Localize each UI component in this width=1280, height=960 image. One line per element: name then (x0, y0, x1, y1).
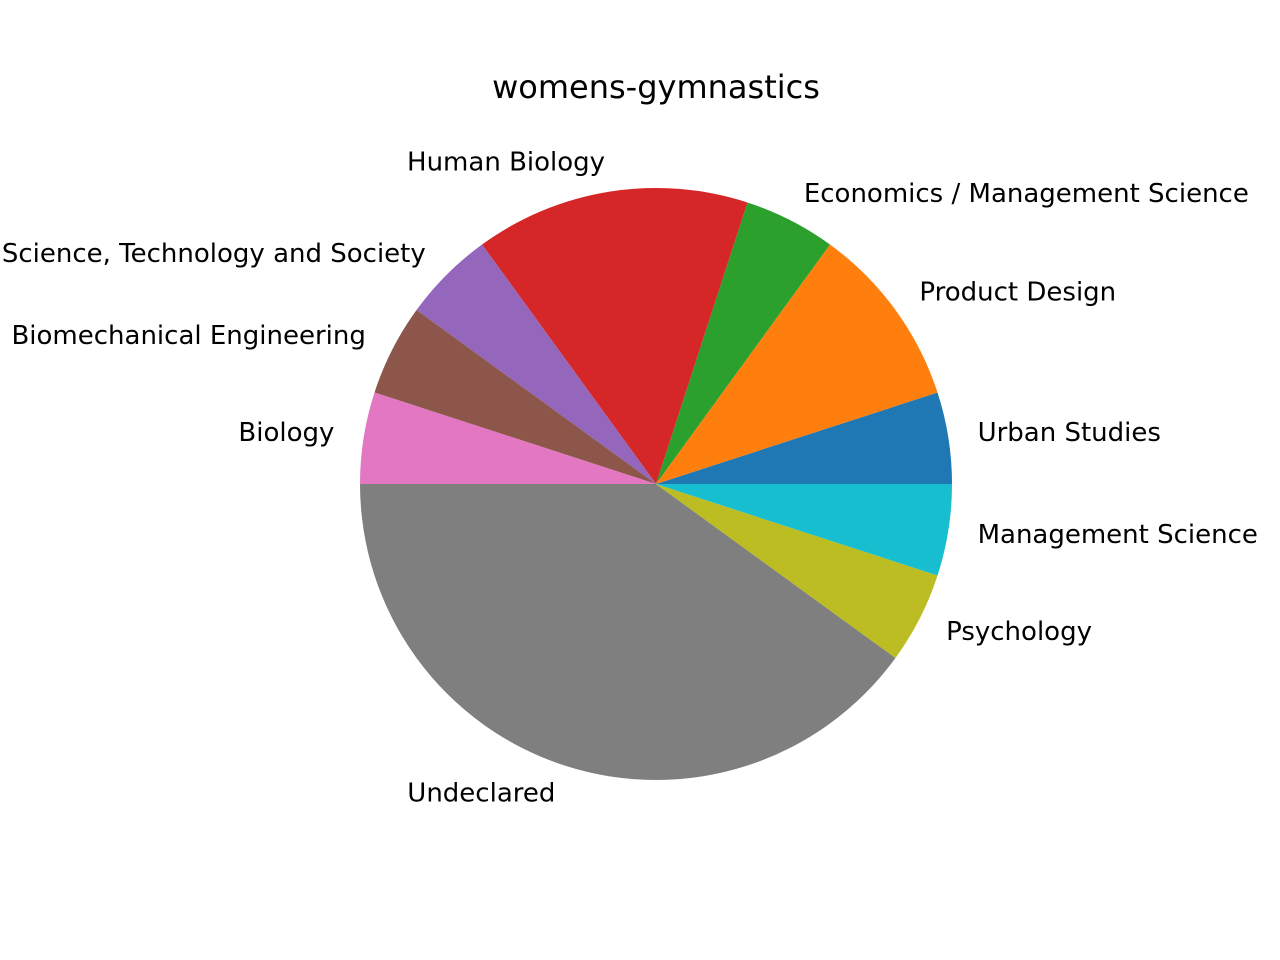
pie-slice-psychology (656, 484, 938, 658)
pie-slice-urban-studies (656, 392, 952, 484)
pie-label-biology: Biology (238, 418, 334, 448)
pie-label-urban-studies: Urban Studies (978, 418, 1161, 448)
chart-title: womens-gymnastics (492, 68, 820, 106)
pie-slice-biology (360, 392, 656, 484)
pie-slice-human-biology (482, 188, 748, 485)
pie-label-psychology: Psychology (946, 617, 1092, 647)
pie-labels: Urban Studies Product Design Economics / M… (2, 147, 1258, 808)
pie-slice-management-science (656, 484, 952, 576)
pie-slice-economics-management-science (656, 202, 830, 484)
pie-label-biomechanical-engineering: Biomechanical Engineering (11, 321, 365, 351)
pie-label-human-biology: Human Biology (407, 147, 605, 177)
pie-label-undeclared: Undeclared (407, 779, 555, 809)
pie-label-management-science: Management Science (978, 520, 1258, 550)
pie-slice-science-technology-and-society (416, 244, 656, 484)
pie-label-product-design: Product Design (919, 278, 1116, 308)
pie-slices (360, 188, 952, 780)
pie-label-economics-management-science: Economics / Management Science (804, 179, 1249, 209)
pie-slice-product-design (656, 244, 938, 484)
pie-label-science-technology-and-society: Science, Technology and Society (2, 239, 426, 269)
pie-slice-undeclared (360, 484, 896, 780)
pie-slice-biomechanical-engineering (374, 310, 656, 484)
